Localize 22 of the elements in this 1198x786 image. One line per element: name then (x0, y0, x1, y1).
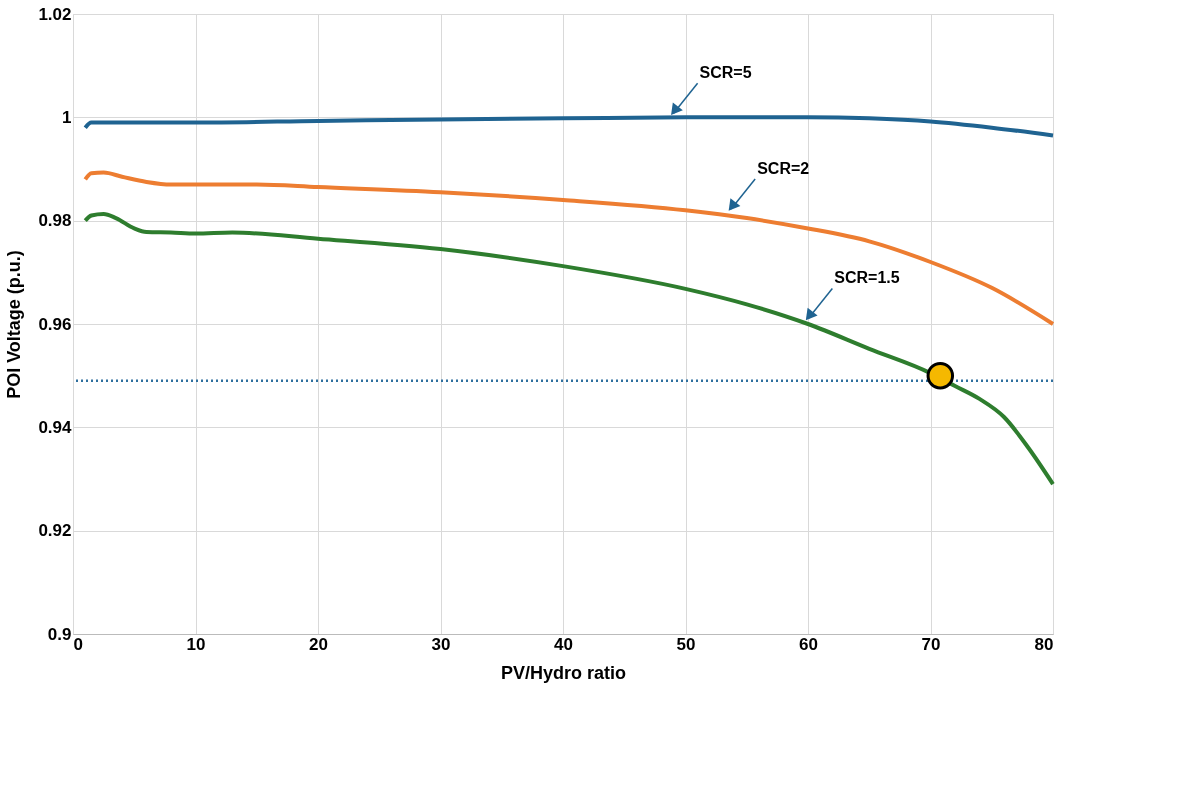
line-series (83, 211, 1055, 487)
y-tick-label: 0.98 (38, 211, 72, 231)
annotation: SCR=2 (757, 159, 810, 177)
y-axis-title: POI Voltage (p.u.) (4, 250, 25, 399)
x-axis-title: PV/Hydro ratio (500, 662, 627, 683)
x-tick-label: 10 (186, 634, 206, 654)
y-tick-label: 0.92 (38, 521, 72, 541)
x-tick-label: 0 (73, 634, 83, 654)
y-tick-label: 0.9 (47, 624, 72, 644)
x-tick-label: 80 (1034, 634, 1054, 654)
x-tick-label: 60 (799, 634, 818, 654)
y-tick-label: 1 (62, 107, 72, 127)
y-tick-label: 1.02 (38, 4, 72, 24)
annotation: SCR=1.5 (834, 269, 900, 287)
x-tick-label: 20 (309, 634, 328, 654)
y-tick-label: 0.94 (38, 417, 73, 437)
x-tick-label: 40 (554, 634, 573, 654)
y-tick-label: 0.96 (38, 314, 72, 334)
x-tick-label: 30 (431, 634, 451, 654)
x-tick-label: 50 (676, 634, 696, 654)
x-tick-label: 70 (921, 634, 941, 654)
annotation: SCR=5 (699, 64, 752, 82)
